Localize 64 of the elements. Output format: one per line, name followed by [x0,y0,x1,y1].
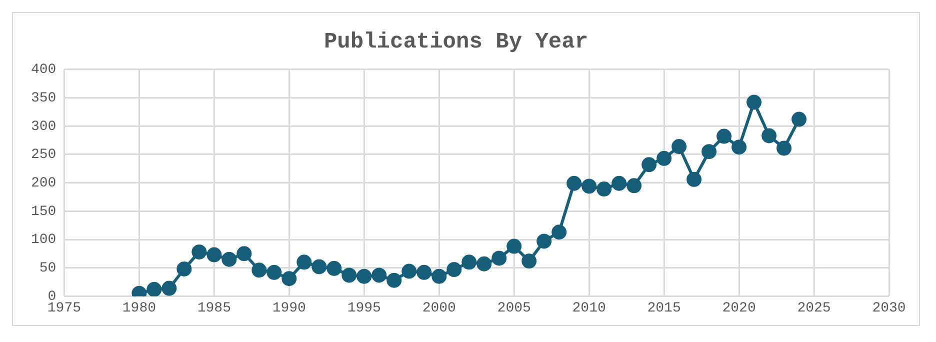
point [266,264,282,280]
point [642,157,657,172]
point [566,176,582,191]
point [612,176,627,191]
point [312,259,327,274]
x-tick-label: 2005 [497,300,531,316]
point [776,140,792,156]
point [446,262,462,278]
x-tick-label: 1985 [197,300,231,316]
point [176,261,192,276]
point [386,272,402,288]
x-tick-label: 1980 [122,300,156,316]
point [732,140,747,155]
x-tick-label: 1990 [272,300,306,316]
point [686,172,702,187]
point [792,112,807,127]
y-tick-label: 50 [39,260,56,277]
point [416,264,432,280]
point [146,282,162,296]
point [522,254,537,269]
y-tick-label: 150 [30,204,56,220]
point [222,252,237,267]
point [506,238,522,254]
point [192,244,207,260]
x-tick-label: 2015 [647,300,681,316]
point [702,144,717,160]
point [282,271,297,286]
point [296,254,312,270]
point [402,264,417,279]
point [342,268,357,283]
y-tick-label: 400 [30,62,56,78]
point [552,224,567,240]
point [326,260,342,276]
chart-title: Publications By Year [324,30,588,55]
y-tick-label: 250 [30,147,56,164]
y-tick-label: 350 [30,90,56,106]
point [252,262,267,278]
point [672,139,687,154]
point [432,268,447,284]
x-tick-label: 2025 [797,300,831,316]
x-tick-label: 1995 [347,300,381,316]
x-tick-label: 2000 [422,300,456,316]
x-tick-label: 2020 [722,300,756,316]
point [596,182,612,197]
x-tick-label: 2010 [572,300,606,316]
point [492,250,507,266]
point [656,150,672,166]
y-tick-label: 300 [30,118,56,135]
point [746,94,762,110]
point [626,178,642,194]
point [356,268,372,284]
x-tick-label: 2030 [872,300,906,316]
y-tick-label: 200 [30,176,56,192]
y-tick-label: 100 [30,232,56,248]
point [372,268,387,283]
point [162,280,177,296]
point [716,128,732,144]
point [476,256,492,272]
point [582,178,597,194]
point [236,246,252,262]
point [762,128,777,144]
point [206,247,222,262]
point [536,234,552,249]
point [462,254,477,270]
